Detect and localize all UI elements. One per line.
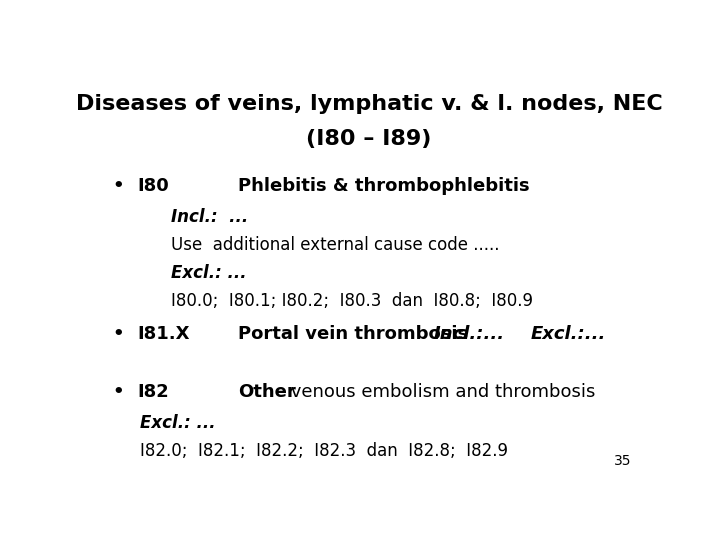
Text: I80.0;  I80.1; I80.2;  I80.3  dan  I80.8;  I80.9: I80.0; I80.1; I80.2; I80.3 dan I80.8; I8… <box>171 293 533 310</box>
Text: Other: Other <box>238 383 296 401</box>
Text: venous embolism and thrombosis: venous embolism and thrombosis <box>285 383 595 401</box>
Text: Excl.: ...: Excl.: ... <box>140 414 216 432</box>
Text: •: • <box>112 383 124 401</box>
Text: (I80 – I89): (I80 – I89) <box>306 129 432 149</box>
Text: I81.X: I81.X <box>138 325 190 343</box>
Text: Portal vein thrombosis: Portal vein thrombosis <box>238 325 468 343</box>
Text: •: • <box>112 325 124 343</box>
Text: Excl.:...: Excl.:... <box>531 325 606 343</box>
Text: 35: 35 <box>613 454 631 468</box>
Text: Excl.: ...: Excl.: ... <box>171 265 246 282</box>
Text: •: • <box>112 177 124 195</box>
Text: Use  additional external cause code .....: Use additional external cause code ..... <box>171 237 500 254</box>
Text: Incl.:  ...: Incl.: ... <box>171 208 248 226</box>
Text: I82: I82 <box>138 383 169 401</box>
Text: Diseases of veins, lymphatic v. & l. nodes, NEC: Diseases of veins, lymphatic v. & l. nod… <box>76 94 662 114</box>
Text: I80: I80 <box>138 177 169 195</box>
Text: Incl.:...: Incl.:... <box>433 325 504 343</box>
Text: Phlebitis & thrombophlebitis: Phlebitis & thrombophlebitis <box>238 177 529 195</box>
Text: I82.0;  I82.1;  I82.2;  I82.3  dan  I82.8;  I82.9: I82.0; I82.1; I82.2; I82.3 dan I82.8; I8… <box>140 442 508 460</box>
